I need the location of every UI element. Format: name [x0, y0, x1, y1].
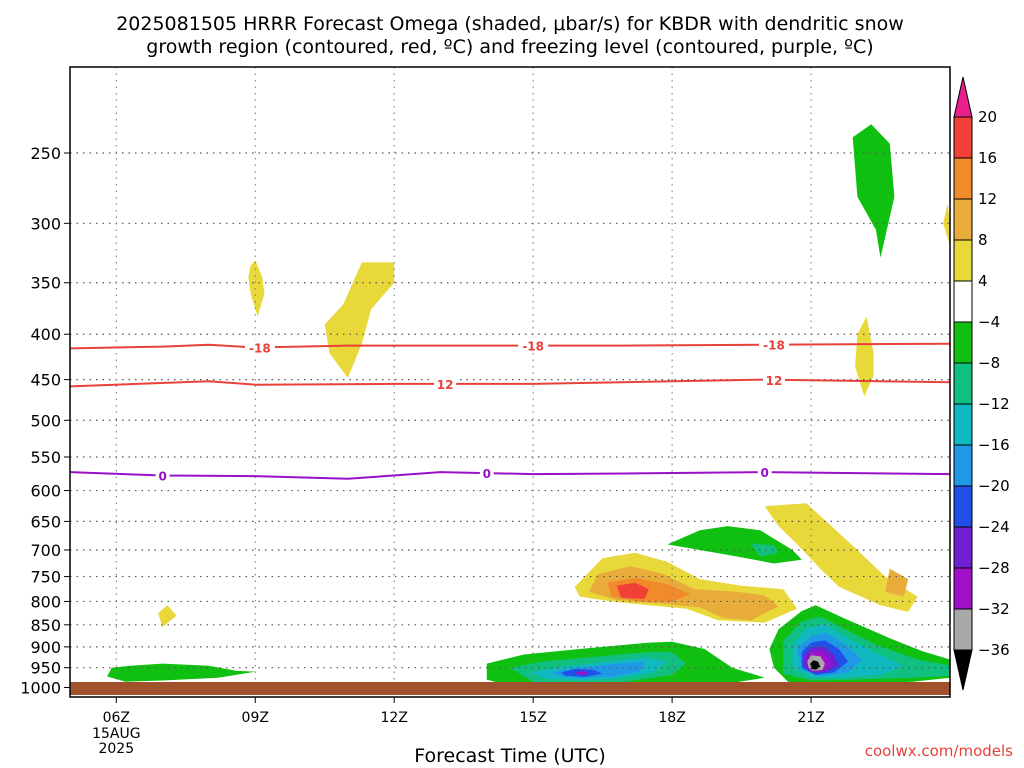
colorbar-legend: 20 16 12 8 4 −4 −8 −12 −16 −20 −24 −28 −32 −36 — [953, 76, 1010, 691]
y-tick-label-600: 600 — [30, 482, 61, 501]
colorbar-swatch-3 — [953, 239, 973, 282]
colorbar-swatch-1 — [953, 157, 973, 200]
colorbar-swatch-5 — [953, 321, 973, 364]
contour-label-dgz-0-1: -18 — [522, 340, 544, 354]
colorbar-label-8: −16 — [978, 436, 1010, 454]
y-axis: 250 300 350 400 450 500 550 600 650 700 750 800 850 9… — [20, 144, 70, 697]
plot-frame — [69, 66, 951, 698]
omega-region-4 — [852, 124, 895, 258]
x-tick-label-9: 09Z — [242, 710, 269, 726]
y-tick-label-850: 850 — [30, 616, 61, 635]
x-tick-label-12: 12Z — [381, 710, 408, 726]
colorbar-label-13: −36 — [978, 641, 1010, 659]
contour-label-freezing-2-1: 0 — [483, 467, 491, 481]
y-tick-label-650: 650 — [30, 512, 61, 531]
y-tick-label-700: 700 — [30, 541, 61, 560]
omega-region-20 — [574, 670, 589, 675]
colorbar-cap-top — [953, 76, 973, 118]
colorbar-label-4: 4 — [978, 272, 988, 290]
x-tick-label-18: 18Z — [658, 710, 685, 726]
site-credit: coolwx.com/models — [865, 742, 1013, 760]
contour-label-bg-1-1 — [763, 372, 785, 387]
colorbar-swatch-10 — [953, 526, 973, 569]
colorbar-swatch-6 — [953, 362, 973, 405]
omega-shaded-regions — [107, 124, 950, 686]
y-tick-label-500: 500 — [30, 411, 61, 430]
x-tick-label-15: 15Z — [519, 710, 546, 726]
contour-label-dgz-0-2: -18 — [763, 339, 785, 353]
colorbar-label-3: 8 — [978, 231, 988, 249]
colorbar-label-5: −4 — [978, 313, 1000, 331]
colorbar-swatch-9 — [953, 485, 973, 528]
y-tick-label-300: 300 — [30, 214, 61, 233]
y-tick-label-550: 550 — [30, 448, 61, 467]
omega-region-7 — [667, 526, 802, 564]
contour-label-bg-2-0 — [155, 468, 170, 483]
x-tick-label-6: 06Z — [103, 710, 130, 726]
y-tick-label-400: 400 — [30, 325, 61, 344]
omega-region-8 — [750, 543, 779, 557]
omega-region-10 — [885, 568, 909, 597]
x-tick-sublabel-6-1: 2025 — [98, 741, 134, 757]
colorbar-cap-bottom — [953, 649, 973, 691]
omega-region-14 — [616, 582, 649, 599]
y-tick-label-800: 800 — [30, 592, 61, 611]
contour-label-dgz-0-0: -18 — [249, 341, 271, 355]
contour-label-dgz-1-1: 12 — [766, 374, 783, 388]
contour-label-freezing-2-2: 0 — [761, 466, 769, 480]
contour-label-bg-2-2 — [757, 465, 772, 480]
colorbar-swatch-0 — [953, 116, 973, 159]
colorbar-swatch-2 — [953, 198, 973, 241]
contour-label-dgz-1-0: 12 — [437, 378, 454, 392]
colorbar-swatch-4 — [953, 280, 973, 323]
x-axis-title: Forecast Time (UTC) — [414, 745, 605, 767]
omega-region-2 — [158, 605, 177, 628]
grid-lines — [70, 67, 950, 697]
colorbar-label-0: 20 — [978, 108, 997, 126]
omega-region-5 — [943, 203, 950, 246]
contour-dgz-0 — [70, 342, 950, 350]
y-tick-label-1000: 1000 — [20, 678, 61, 697]
y-tick-label-250: 250 — [30, 144, 61, 163]
y-tick-label-900: 900 — [30, 638, 61, 657]
chart-title-line-2: growth region (contoured, red, ºC) and f… — [146, 36, 873, 58]
contour-freezing-2 — [70, 471, 950, 480]
colorbar-swatch-8 — [953, 444, 973, 487]
x-tick-sublabel-6-0: 15AUG — [92, 726, 141, 742]
chart-title-line-1: 2025081505 HRRR Forecast Omega (shaded, … — [116, 13, 904, 35]
colorbar-label-7: −12 — [978, 395, 1010, 413]
y-tick-label-450: 450 — [30, 371, 61, 390]
omega-region-3 — [107, 663, 256, 682]
omega-region-1 — [324, 262, 395, 378]
y-tick-label-950: 950 — [30, 659, 61, 678]
omega-region-6 — [855, 316, 874, 397]
contour-lines: -18 -18 -18 12 12 0 0 0 — [70, 337, 950, 483]
colorbar-label-6: −8 — [978, 354, 1000, 372]
contour-label-bg-0-1 — [518, 338, 549, 353]
y-tick-label-750: 750 — [30, 568, 61, 587]
omega-region-9 — [764, 503, 918, 612]
contour-label-freezing-2-0: 0 — [158, 469, 166, 483]
colorbar-label-2: 12 — [978, 190, 997, 208]
contour-dgz-1 — [70, 378, 950, 388]
colorbar-swatch-11 — [953, 567, 973, 610]
omega-region-0 — [248, 260, 265, 317]
contour-label-bg-0-2 — [759, 337, 789, 352]
ground-surface — [70, 682, 950, 695]
colorbar-label-12: −32 — [978, 600, 1010, 618]
colorbar-swatch-7 — [953, 403, 973, 446]
contour-label-bg-2-1 — [479, 466, 494, 481]
contour-label-bg-0-0 — [244, 340, 275, 355]
colorbar-swatch-12 — [953, 608, 973, 651]
x-tick-label-21: 21Z — [797, 710, 824, 726]
colorbar-label-10: −24 — [978, 518, 1010, 536]
colorbar-label-1: 16 — [978, 149, 997, 167]
colorbar-label-11: −28 — [978, 559, 1010, 577]
colorbar-label-9: −20 — [978, 477, 1010, 495]
y-tick-label-350: 350 — [30, 274, 61, 293]
contour-label-bg-1-0 — [434, 376, 457, 391]
